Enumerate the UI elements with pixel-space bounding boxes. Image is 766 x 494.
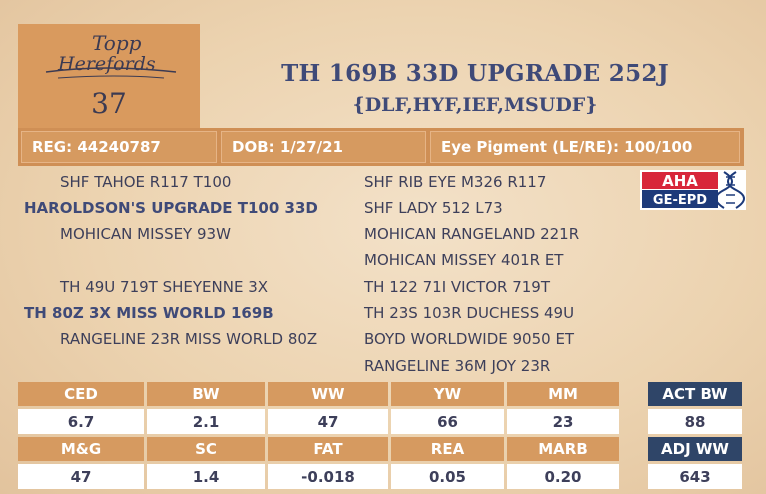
pedigree-dam-sire: TH 49U 719T SHEYENNE 3X [60,278,269,296]
epd-header-rea: REA [391,437,504,461]
epd-value-ww: 47 [268,409,388,434]
date-of-birth: DOB: 1/27/21 [221,131,426,163]
act-bw-label: ACT BW [648,382,742,406]
pedigree-great-grandparent: SHF RIB EYE M326 R117 [364,173,547,191]
epd-header-sc: SC [147,437,265,461]
pedigree-sire-sire: SHF TAHOE R117 T100 [60,173,232,191]
genetic-status: {DLF,HYF,IEF,MSUDF} [352,94,598,116]
epd-header-bw: BW [147,382,265,406]
epd-value-ced: 6.7 [18,409,144,434]
pedigree-sire: HAROLDSON'S UPGRADE T100 33D [24,199,318,217]
epd-header-marb: MARB [507,437,619,461]
epd-table: CED BW WW YW MM 6.7 2.1 47 66 23 M&G SC … [18,382,622,489]
logo-panel: Topp Herefords 37 [18,24,200,128]
pedigree-great-grandparent: TH 23S 103R DUCHESS 49U [364,304,575,322]
pedigree-great-grandparent: MOHICAN MISSEY 401R ET [364,251,564,269]
epd-header-ced: CED [18,382,144,406]
pedigree-great-grandparent: SHF LADY 512 L73 [364,199,503,217]
epd-header-fat: FAT [268,437,388,461]
act-bw-value: 88 [648,409,742,434]
info-bar: REG: 44240787 DOB: 1/27/21 Eye Pigment (… [18,128,744,166]
pedigree-great-grandparent: MOHICAN RANGELAND 221R [364,225,580,243]
badge-aha-text: AHA [662,172,698,190]
epd-value-yw: 66 [391,409,504,434]
pedigree-great-grandparent: RANGELINE 36M JOY 23R [364,357,551,375]
logo-word-herefords: Herefords [57,53,156,75]
adj-ww-label: ADJ WW [648,437,742,461]
actuals-table: ACT BW 88 ADJ WW 643 [648,382,742,489]
epd-value-fat: -0.018 [268,464,388,489]
badge-ge-epd-text: GE-EPD [653,193,707,208]
epd-header-mg: M&G [18,437,144,461]
lot-number: 37 [91,87,127,120]
epd-value-bw: 2.1 [147,409,265,434]
epd-header-ww: WW [268,382,388,406]
logo-word-topp: Topp [92,31,142,55]
epd-value-mg: 47 [18,464,144,489]
adj-ww-value: 643 [648,464,742,489]
epd-header-mm: MM [507,382,619,406]
epd-value-mm: 23 [507,409,619,434]
dna-helix-icon [715,171,745,209]
epd-header-yw: YW [391,382,504,406]
aha-ge-epd-logo: AHA GE-EPD [640,170,746,210]
animal-name: TH 169B 33D UPGRADE 252J [281,60,669,87]
pedigree-great-grandparent: TH 122 71I VICTOR 719T [364,278,550,296]
epd-value-rea: 0.05 [391,464,504,489]
topp-herefords-logo: Topp Herefords [45,31,177,79]
epd-value-sc: 1.4 [147,464,265,489]
eye-pigment: Eye Pigment (LE/RE): 100/100 [430,131,740,163]
pedigree-great-grandparent: BOYD WORLDWIDE 9050 ET [364,330,575,348]
registration-number: REG: 44240787 [21,131,217,163]
pedigree-dam: TH 80Z 3X MISS WORLD 169B [24,304,274,322]
pedigree-dam-dam: RANGELINE 23R MISS WORLD 80Z [60,330,318,348]
epd-value-marb: 0.20 [507,464,619,489]
pedigree-sire-dam: MOHICAN MISSEY 93W [60,225,231,243]
